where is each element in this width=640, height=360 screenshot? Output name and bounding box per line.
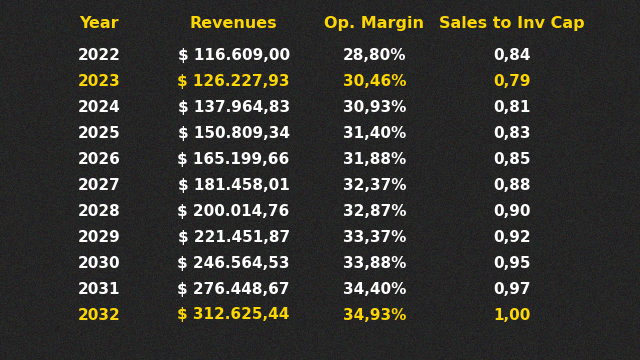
Text: 2026: 2026 [78, 152, 120, 167]
Text: $ 246.564,53: $ 246.564,53 [177, 256, 290, 271]
Text: $ 165.199,66: $ 165.199,66 [177, 152, 290, 167]
Text: Sales to Inv Cap: Sales to Inv Cap [439, 16, 585, 31]
Text: 2025: 2025 [78, 126, 120, 141]
Text: 31,88%: 31,88% [343, 152, 406, 167]
Text: Op. Margin: Op. Margin [324, 16, 424, 31]
Text: $ 150.809,34: $ 150.809,34 [178, 126, 290, 141]
Text: 2029: 2029 [78, 230, 120, 245]
Text: 31,40%: 31,40% [343, 126, 406, 141]
Text: Revenues: Revenues [190, 16, 277, 31]
Text: $ 126.227,93: $ 126.227,93 [177, 74, 290, 89]
Text: 30,46%: 30,46% [342, 74, 406, 89]
Text: 0,81: 0,81 [493, 100, 531, 115]
Text: $ 221.451,87: $ 221.451,87 [177, 230, 290, 245]
Text: 2023: 2023 [78, 74, 120, 89]
Text: 0,84: 0,84 [493, 48, 531, 63]
Text: 2024: 2024 [78, 100, 120, 115]
Text: $ 137.964,83: $ 137.964,83 [177, 100, 290, 115]
Text: 2032: 2032 [78, 307, 120, 323]
Text: 2027: 2027 [78, 178, 120, 193]
Text: 34,93%: 34,93% [342, 307, 406, 323]
Text: $ 116.609,00: $ 116.609,00 [177, 48, 290, 63]
Text: 0,90: 0,90 [493, 204, 531, 219]
Text: 2031: 2031 [78, 282, 120, 297]
Text: $ 312.625,44: $ 312.625,44 [177, 307, 290, 323]
Text: 28,80%: 28,80% [342, 48, 406, 63]
Text: $ 276.448,67: $ 276.448,67 [177, 282, 290, 297]
Text: 32,87%: 32,87% [342, 204, 406, 219]
Text: 33,37%: 33,37% [342, 230, 406, 245]
Text: 34,40%: 34,40% [342, 282, 406, 297]
Text: 2028: 2028 [78, 204, 120, 219]
Text: 0,83: 0,83 [493, 126, 531, 141]
Text: Year: Year [79, 16, 119, 31]
Text: 0,92: 0,92 [493, 230, 531, 245]
Text: 32,37%: 32,37% [342, 178, 406, 193]
Text: 2022: 2022 [78, 48, 120, 63]
Text: 33,88%: 33,88% [342, 256, 406, 271]
Text: 30,93%: 30,93% [342, 100, 406, 115]
Text: 2030: 2030 [78, 256, 120, 271]
Text: $ 181.458,01: $ 181.458,01 [178, 178, 289, 193]
Text: 0,95: 0,95 [493, 256, 531, 271]
Text: 0,97: 0,97 [493, 282, 531, 297]
Text: 1,00: 1,00 [493, 307, 531, 323]
Text: 0,79: 0,79 [493, 74, 531, 89]
Text: 0,88: 0,88 [493, 178, 531, 193]
Text: 0,85: 0,85 [493, 152, 531, 167]
Text: $ 200.014,76: $ 200.014,76 [177, 204, 290, 219]
